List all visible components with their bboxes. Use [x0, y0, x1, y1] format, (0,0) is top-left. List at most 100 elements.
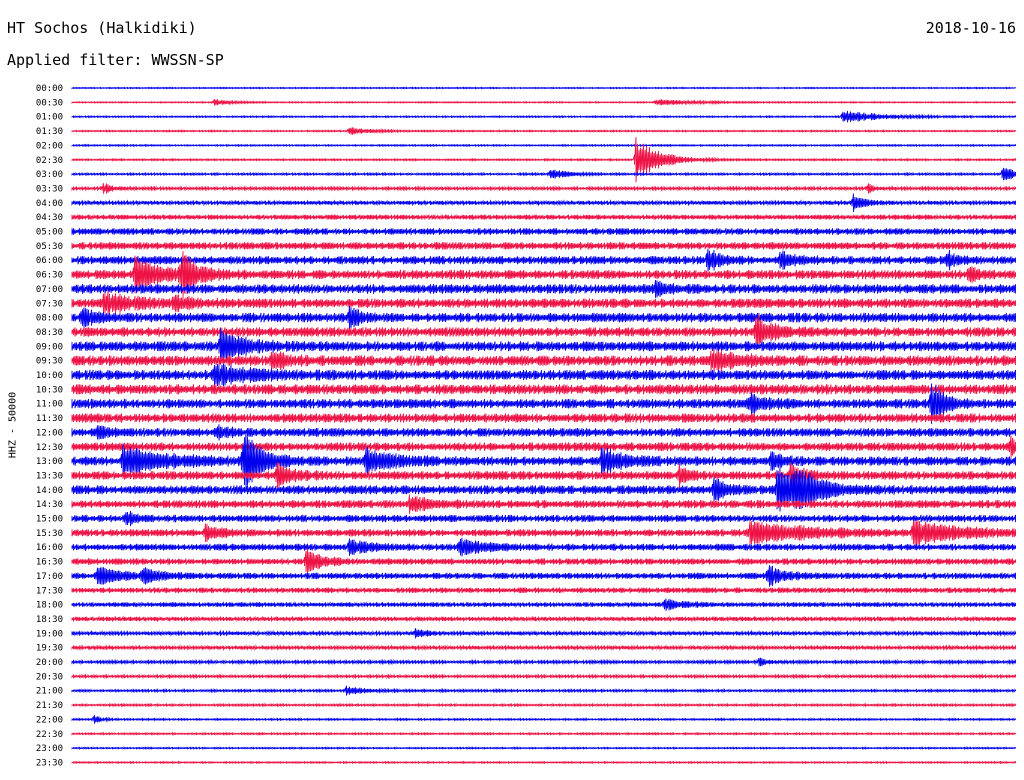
trace-2300 — [71, 746, 1016, 750]
time-label-1330: 13:30 — [36, 471, 63, 481]
trace-0530 — [71, 241, 1016, 250]
time-label-1200: 12:00 — [36, 428, 63, 438]
time-label-0100: 01:00 — [36, 113, 63, 123]
trace-0630 — [71, 251, 1016, 299]
trace-2100 — [71, 685, 1016, 696]
trace-1430 — [71, 494, 1016, 514]
trace-2030 — [71, 673, 1016, 680]
time-label-0600: 06:00 — [36, 256, 63, 266]
time-label-2000: 20:00 — [36, 658, 63, 668]
trace-1330 — [71, 462, 1016, 489]
trace-1930 — [71, 644, 1016, 652]
time-label-1300: 13:00 — [36, 457, 63, 467]
trace-0300 — [71, 167, 1016, 181]
time-label-1400: 14:00 — [36, 486, 63, 496]
station-title: HT Sochos (Halkidiki) — [7, 19, 197, 37]
time-label-1000: 10:00 — [36, 371, 63, 381]
trace-1600 — [71, 537, 1016, 557]
trace-2330 — [71, 760, 1016, 765]
trace-0700 — [71, 279, 1016, 298]
time-label-0300: 03:00 — [36, 170, 63, 180]
time-label-group: 00:00 00:30 01:00 01:30 02:00 02:30 03:00 03:30… — [36, 84, 63, 768]
trace-1730 — [71, 587, 1016, 594]
trace-0500 — [71, 228, 1016, 235]
time-label-1600: 16:00 — [36, 543, 63, 553]
time-label-0800: 08:00 — [36, 314, 63, 324]
trace-0100 — [71, 111, 1016, 123]
time-label-1800: 18:00 — [36, 601, 63, 611]
trace-1130 — [71, 413, 1016, 423]
trace-1030 — [71, 384, 1016, 395]
trace-1630 — [71, 548, 1016, 575]
trace-0330 — [71, 183, 1016, 194]
filter-label: Applied filter: WWSSN-SP — [7, 51, 224, 69]
trace-0900 — [71, 328, 1016, 365]
time-label-1500: 15:00 — [36, 515, 63, 525]
trace-1830 — [71, 615, 1016, 623]
trace-0230 — [71, 137, 1016, 183]
time-label-2300: 23:00 — [36, 744, 63, 754]
time-label-1930: 19:30 — [36, 644, 63, 654]
trace-0600 — [71, 248, 1016, 272]
trace-1700 — [71, 565, 1016, 587]
time-label-1730: 17:30 — [36, 586, 63, 596]
time-label-2130: 21:30 — [36, 701, 63, 711]
time-label-1900: 19:00 — [36, 629, 63, 639]
time-label-0000: 00:00 — [36, 84, 63, 94]
trace-1000 — [71, 363, 1016, 387]
trace-0030 — [71, 99, 1016, 106]
trace-0000 — [71, 86, 1016, 90]
time-label-1830: 18:30 — [36, 615, 63, 625]
time-label-0400: 04:00 — [36, 199, 63, 209]
trace-0930 — [71, 348, 1016, 373]
trace-0800 — [71, 305, 1016, 330]
time-label-1230: 12:30 — [36, 443, 63, 453]
time-label-1430: 14:30 — [36, 500, 63, 510]
trace-1300 — [71, 430, 1016, 493]
trace-group — [71, 86, 1016, 765]
time-label-1030: 10:30 — [36, 385, 63, 395]
time-label-1100: 11:00 — [36, 400, 63, 410]
time-label-0200: 02:00 — [36, 141, 63, 151]
time-label-1530: 15:30 — [36, 529, 63, 539]
trace-1530 — [71, 519, 1016, 546]
time-label-1130: 11:30 — [36, 414, 63, 424]
time-label-0230: 02:30 — [36, 156, 63, 166]
time-label-0830: 08:30 — [36, 328, 63, 338]
time-label-0130: 01:30 — [36, 127, 63, 137]
trace-2000 — [71, 657, 1016, 667]
time-label-0700: 07:00 — [36, 285, 63, 295]
trace-1400 — [71, 468, 1016, 512]
trace-0430 — [71, 213, 1016, 221]
trace-1230 — [71, 435, 1016, 458]
trace-0730 — [71, 290, 1016, 316]
trace-2230 — [71, 731, 1016, 736]
time-label-1700: 17:00 — [36, 572, 63, 582]
trace-0130 — [71, 127, 1016, 135]
time-label-0530: 05:30 — [36, 242, 63, 252]
trace-2200 — [71, 714, 1016, 724]
trace-1800 — [71, 598, 1016, 611]
trace-1500 — [71, 510, 1016, 527]
time-label-0330: 03:30 — [36, 184, 63, 194]
time-label-2200: 22:00 — [36, 715, 63, 725]
time-label-2330: 23:30 — [36, 758, 63, 768]
trace-1200 — [71, 424, 1016, 441]
time-label-2100: 21:00 — [36, 687, 63, 697]
trace-0200 — [71, 143, 1016, 148]
trace-0830 — [71, 314, 1016, 350]
trace-1900 — [71, 628, 1016, 639]
trace-1100 — [71, 383, 1016, 424]
trace-2130 — [71, 702, 1016, 708]
record-date: 2018-10-16 — [925, 19, 1016, 37]
time-label-2230: 22:30 — [36, 730, 63, 740]
trace-0400 — [71, 193, 1016, 213]
time-label-0930: 09:30 — [36, 357, 63, 367]
time-label-0730: 07:30 — [36, 299, 63, 309]
time-label-1630: 16:30 — [36, 558, 63, 568]
time-label-0430: 04:30 — [36, 213, 63, 223]
time-label-2030: 20:30 — [36, 672, 63, 682]
time-label-0630: 06:30 — [36, 271, 63, 281]
time-label-0030: 00:30 — [36, 98, 63, 108]
